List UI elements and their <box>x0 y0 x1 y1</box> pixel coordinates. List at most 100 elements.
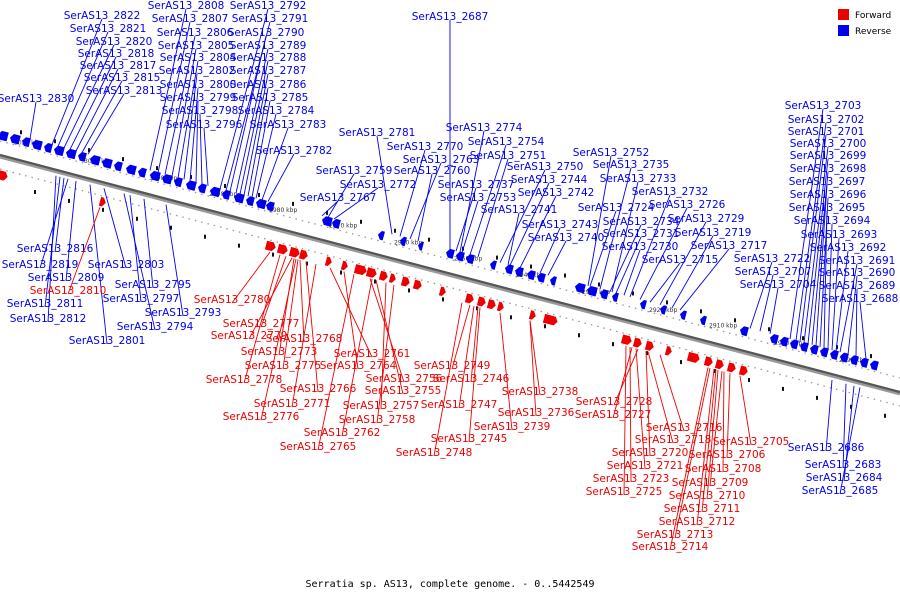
reverse-gene[interactable] <box>549 275 557 286</box>
gene-label-text[interactable]: SerAS13_2770 <box>387 141 464 153</box>
gene-label-text[interactable]: SerAS13_2732 <box>632 186 709 198</box>
gene-label-text[interactable]: SerAS13_2756 <box>366 373 443 385</box>
forward-gene[interactable] <box>365 267 378 278</box>
gene-label[interactable]: SerAS13_2770 <box>387 141 464 237</box>
gene-label-text[interactable]: SerAS13_2807 <box>152 13 229 25</box>
gene-label-text[interactable]: SerAS13_2711 <box>664 503 741 515</box>
reverse-gene[interactable] <box>639 299 647 310</box>
gene-label[interactable]: SerAS13_2761 <box>329 267 411 360</box>
gene-label-text[interactable]: SerAS13_2702 <box>788 114 865 126</box>
reverse-gene[interactable] <box>161 173 173 185</box>
gene-label[interactable]: SerAS13_2807 <box>152 13 229 173</box>
gene-label[interactable]: SerAS13_2819 <box>2 178 79 271</box>
gene-label[interactable]: SerAS13_2788 <box>230 52 307 195</box>
gene-label[interactable]: SerAS13_2787 <box>230 65 307 196</box>
forward-gene[interactable] <box>486 299 497 310</box>
gene-label-text[interactable]: SerAS13_2784 <box>238 105 315 117</box>
gene-label[interactable]: SerAS13_2689 <box>819 280 896 357</box>
reverse-gene[interactable] <box>699 315 707 326</box>
gene-label[interactable]: SerAS13_2785 <box>232 92 309 198</box>
gene-label-text[interactable]: SerAS13_2830 <box>0 93 74 105</box>
gene-label-text[interactable]: SerAS13_2685 <box>802 485 879 497</box>
gene-label-text[interactable]: SerAS13_2779 <box>211 330 288 342</box>
gene-label-text[interactable]: SerAS13_2818 <box>78 48 155 60</box>
reverse-gene[interactable] <box>377 230 385 241</box>
reverse-gene[interactable] <box>101 158 113 169</box>
gene-label[interactable]: SerAS13_2697 <box>789 176 866 346</box>
reverse-gene[interactable] <box>849 354 859 366</box>
gene-label[interactable]: SerAS13_2776 <box>223 258 300 423</box>
gene-label-text[interactable]: SerAS13_2788 <box>230 52 307 64</box>
gene-label-text[interactable]: SerAS13_2761 <box>334 348 411 360</box>
gene-label[interactable]: SerAS13_2768 <box>266 259 343 345</box>
forward-gene[interactable] <box>412 279 423 291</box>
gene-label-text[interactable]: SerAS13_2718 <box>635 434 712 446</box>
gene-label-text[interactable]: SerAS13_2724 <box>578 202 655 214</box>
gene-label-text[interactable]: SerAS13_2725 <box>586 486 663 498</box>
gene-label-text[interactable]: SerAS13_2783 <box>250 119 327 131</box>
gene-label[interactable]: SerAS13_2711 <box>664 369 741 515</box>
gene-label-text[interactable]: SerAS13_2755 <box>365 385 442 397</box>
gene-label-text[interactable]: SerAS13_2803 <box>88 259 165 271</box>
gene-label[interactable]: SerAS13_2759 <box>316 165 393 218</box>
forward-gene[interactable] <box>726 362 737 373</box>
gene-label-text[interactable]: SerAS13_2733 <box>600 173 677 185</box>
gene-label-text[interactable]: SerAS13_2751 <box>470 150 547 162</box>
forward-gene[interactable] <box>288 247 301 258</box>
gene-label[interactable]: SerAS13_2789 <box>230 40 307 194</box>
gene-label[interactable]: SerAS13_2773 <box>241 258 318 358</box>
gene-label[interactable]: SerAS13_2702 <box>788 114 865 341</box>
gene-label[interactable]: SerAS13_2800 <box>160 79 237 182</box>
gene-label[interactable]: SerAS13_2691 <box>819 255 896 353</box>
gene-label-text[interactable]: SerAS13_2745 <box>431 433 508 445</box>
gene-label-text[interactable]: SerAS13_2810 <box>30 285 107 297</box>
gene-label-text[interactable]: SerAS13_2808 <box>148 0 225 12</box>
gene-label-text[interactable]: SerAS13_2806 <box>157 27 234 39</box>
forward-gene[interactable] <box>714 359 725 370</box>
gene-label[interactable]: SerAS13_2709 <box>672 371 749 489</box>
gene-label-text[interactable]: SerAS13_2703 <box>785 100 862 112</box>
gene-label[interactable]: SerAS13_2771 <box>254 264 331 410</box>
gene-label[interactable]: SerAS13_2754 <box>468 136 545 255</box>
gene-label[interactable]: SerAS13_2830 <box>0 93 74 139</box>
forward-gene[interactable] <box>632 337 643 349</box>
gene-label[interactable]: SerAS13_2721 <box>607 348 684 472</box>
gene-label-text[interactable]: SerAS13_2815 <box>84 72 161 84</box>
gene-label[interactable]: SerAS13_2732 <box>629 186 709 298</box>
gene-label[interactable]: SerAS13_2690 <box>819 267 896 355</box>
gene-label-text[interactable]: SerAS13_2767 <box>300 192 377 204</box>
reverse-gene[interactable] <box>869 360 879 371</box>
gene-label-text[interactable]: SerAS13_2762 <box>304 427 381 439</box>
gene-label-text[interactable]: SerAS13_2743 <box>522 219 599 231</box>
gene-label[interactable]: SerAS13_2779 <box>211 257 293 342</box>
reverse-gene[interactable] <box>769 333 779 345</box>
gene-label-text[interactable]: SerAS13_2730 <box>602 241 679 253</box>
forward-gene[interactable] <box>324 256 333 266</box>
gene-label-text[interactable]: SerAS13_2688 <box>822 293 899 305</box>
gene-label[interactable]: SerAS13_2809 <box>28 180 105 284</box>
gene-label[interactable]: SerAS13_2743 <box>522 219 599 274</box>
gene-label-text[interactable]: SerAS13_2705 <box>713 436 790 448</box>
gene-label-text[interactable]: SerAS13_2747 <box>421 399 498 411</box>
gene-label-text[interactable]: SerAS13_2804 <box>160 52 237 64</box>
gene-label-text[interactable]: SerAS13_2721 <box>607 460 684 472</box>
gene-label-text[interactable]: SerAS13_2690 <box>819 267 896 279</box>
gene-label-text[interactable]: SerAS13_2820 <box>76 36 153 48</box>
gene-label[interactable]: SerAS13_2818 <box>69 48 155 150</box>
reverse-gene[interactable] <box>789 339 799 350</box>
gene-label-text[interactable]: SerAS13_2757 <box>343 400 420 412</box>
gene-label[interactable]: SerAS13_2747 <box>421 305 498 411</box>
gene-label[interactable]: SerAS13_2799 <box>160 92 237 183</box>
forward-gene[interactable] <box>528 310 537 320</box>
gene-label[interactable]: SerAS13_2802 <box>159 65 236 180</box>
gene-label[interactable]: SerAS13_2757 <box>343 282 420 412</box>
gene-label[interactable]: SerAS13_2740 <box>528 232 605 276</box>
gene-label[interactable]: SerAS13_2724 <box>578 202 655 287</box>
gene-label-text[interactable]: SerAS13_2746 <box>433 373 510 385</box>
gene-label-text[interactable]: SerAS13_2738 <box>502 386 579 398</box>
gene-label[interactable]: SerAS13_2796 <box>166 119 243 186</box>
gene-label-text[interactable]: SerAS13_2689 <box>819 280 896 292</box>
gene-label-text[interactable]: SerAS13_2797 <box>103 293 180 305</box>
gene-label-text[interactable]: SerAS13_2716 <box>646 422 723 434</box>
gene-label-text[interactable]: SerAS13_2752 <box>573 147 650 159</box>
